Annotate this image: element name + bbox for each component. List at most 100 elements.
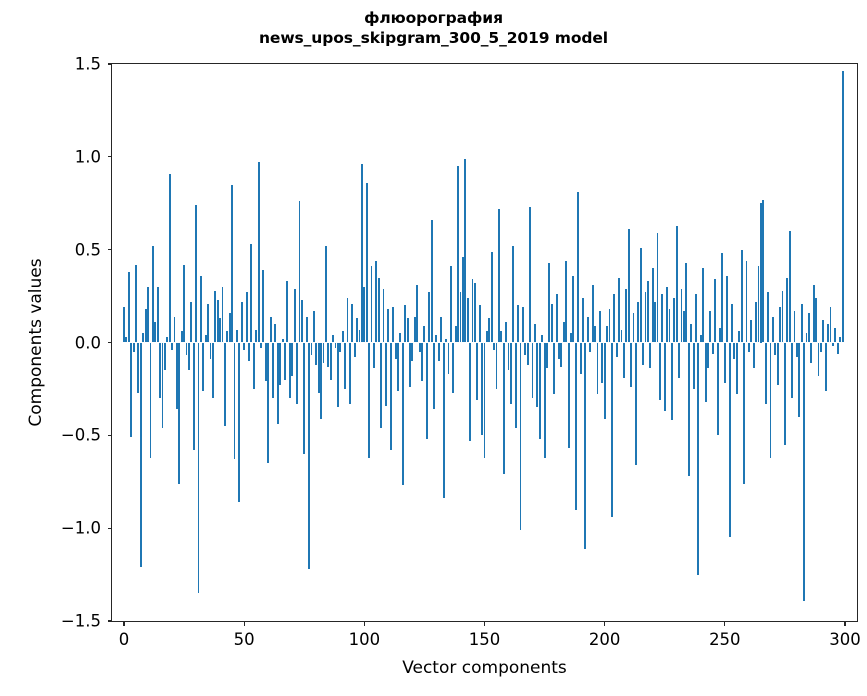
bar (630, 342, 633, 388)
y-tick-label: 1.0 (74, 147, 101, 167)
bar (245, 292, 248, 343)
bar (577, 192, 580, 343)
bar (505, 322, 508, 343)
bar (353, 342, 356, 358)
bar (733, 342, 736, 360)
bar (185, 342, 188, 356)
bar (675, 225, 678, 343)
bar (560, 342, 563, 367)
bar (586, 316, 589, 343)
bar (175, 342, 178, 410)
bar (601, 342, 604, 384)
bar (195, 205, 198, 343)
bar (646, 281, 649, 343)
bar (315, 342, 318, 365)
bar (771, 316, 774, 343)
bar (702, 268, 705, 343)
bar (767, 292, 769, 343)
bar (776, 342, 779, 386)
bar (531, 342, 534, 399)
bar (322, 342, 325, 363)
bar (543, 342, 546, 458)
bar (370, 266, 373, 343)
bar (312, 310, 315, 343)
y-tick-mark (107, 341, 112, 344)
bar (709, 310, 712, 343)
bar (409, 342, 411, 388)
bar (216, 299, 219, 343)
bar (296, 342, 298, 404)
bar (572, 275, 575, 343)
bar (731, 303, 733, 343)
bar (642, 342, 645, 365)
bar (173, 316, 176, 343)
bar (144, 309, 147, 343)
bar (671, 342, 673, 421)
bar (627, 229, 630, 343)
bar (288, 342, 291, 399)
bar (466, 297, 469, 343)
bar (584, 342, 587, 549)
bar (149, 342, 152, 458)
bar (538, 342, 541, 440)
bar (471, 279, 474, 343)
y-tick-mark (107, 527, 112, 529)
bar (536, 342, 539, 408)
bar (687, 342, 690, 477)
bar (377, 277, 380, 343)
bar (433, 342, 435, 410)
y-tick-label: 0.5 (74, 240, 101, 260)
bar (800, 303, 803, 343)
bar (613, 294, 616, 343)
bar (190, 301, 193, 343)
y-tick-label: 1.5 (74, 54, 101, 74)
bar (339, 342, 342, 352)
x-tick-mark (483, 621, 486, 626)
bar (291, 342, 294, 376)
bar (752, 342, 755, 369)
bar (394, 342, 397, 360)
bar (442, 342, 445, 499)
bar (399, 333, 402, 343)
x-tick-label: 50 (233, 630, 255, 649)
y-axis-label: Components values (26, 258, 46, 427)
bar (272, 342, 274, 399)
bar (151, 245, 154, 343)
bar (317, 342, 320, 393)
bar (187, 342, 190, 371)
bar (668, 309, 671, 343)
y-tick-label: −0.5 (60, 425, 101, 445)
bar (582, 297, 584, 343)
bar (546, 342, 548, 369)
bar (815, 297, 818, 343)
x-axis-label: Vector components (402, 658, 567, 678)
bar (707, 342, 709, 369)
bar (418, 342, 421, 352)
bar (757, 266, 760, 343)
bar (127, 271, 130, 343)
bar (416, 284, 419, 343)
bar (793, 310, 796, 343)
bar (824, 342, 827, 391)
bar-plot-area (112, 64, 857, 621)
x-tick-label: 200 (588, 630, 621, 649)
x-tick-label: 0 (118, 630, 130, 649)
bar (509, 342, 512, 404)
bar (829, 307, 832, 343)
bar (269, 316, 272, 343)
bar (807, 312, 810, 343)
bar (522, 307, 524, 343)
bar (233, 342, 236, 460)
bar (820, 342, 822, 352)
bar (774, 342, 777, 356)
y-tick-mark (107, 63, 112, 65)
y-tick-label: −1.0 (60, 518, 101, 538)
bar (221, 286, 224, 343)
bar (139, 342, 142, 568)
bar (348, 342, 351, 404)
bar (615, 342, 618, 358)
bar (469, 342, 471, 441)
bar (541, 335, 544, 343)
x-tick-label: 300 (829, 630, 861, 649)
bar (834, 327, 837, 343)
